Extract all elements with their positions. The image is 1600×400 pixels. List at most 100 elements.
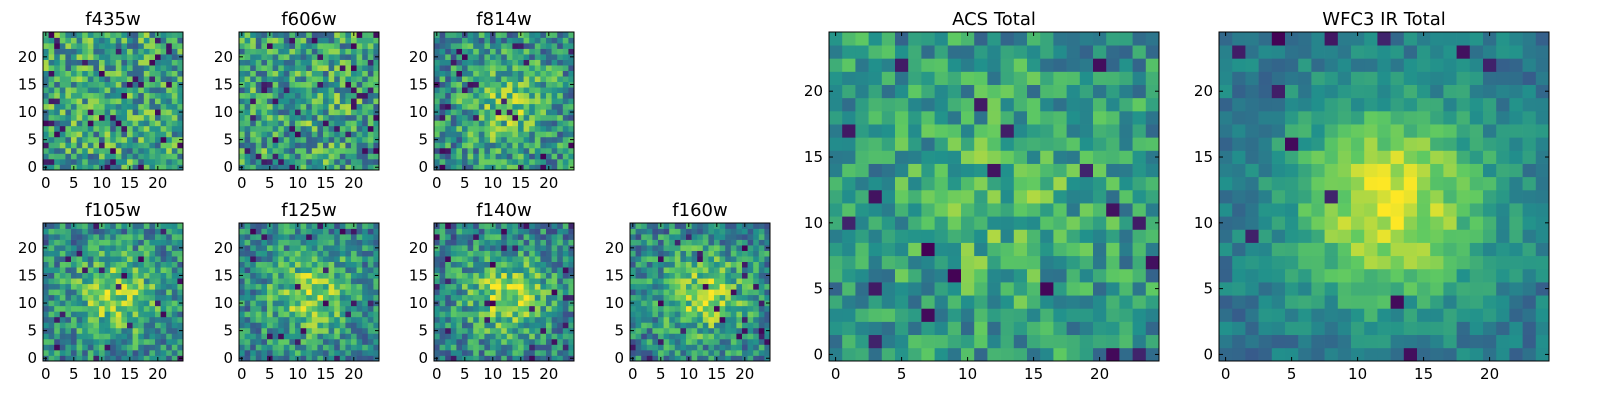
heatmap-cell [501, 109, 508, 116]
heatmap-cell [540, 87, 547, 94]
heatmap-cell [177, 294, 184, 301]
heatmap-cell [646, 355, 653, 362]
heatmap-cell [725, 338, 732, 345]
heatmap-cell [289, 228, 296, 235]
heatmap-cell [138, 120, 145, 127]
heatmap-cell [680, 223, 687, 229]
heatmap-cell [434, 333, 440, 340]
heatmap-cell [725, 294, 732, 301]
heatmap-cell [512, 59, 519, 66]
heatmap-cell [76, 283, 83, 290]
heatmap-cell [76, 349, 83, 356]
heatmap-cell [725, 278, 732, 285]
heatmap-cell [669, 344, 676, 351]
heatmap-cell [568, 316, 575, 323]
heatmap-cell [501, 355, 508, 362]
heatmap-cell [691, 283, 698, 290]
heatmap-cell [289, 239, 296, 246]
heatmap-cell [456, 43, 463, 49]
heatmap-cell [362, 70, 369, 77]
heatmap-cell [680, 300, 687, 307]
heatmap-cell [1066, 282, 1081, 296]
heatmap-cell [691, 272, 698, 279]
heatmap-cell [529, 267, 536, 274]
heatmap-cell [255, 272, 262, 279]
heatmap-cell [171, 70, 178, 77]
heatmap-cell [501, 37, 508, 44]
heatmap-cell [278, 333, 285, 340]
heatmap-cell [742, 305, 748, 312]
heatmap-cell [339, 267, 346, 274]
heatmap-cell [155, 245, 161, 251]
heatmap-cell [562, 147, 569, 154]
heatmap-cell [523, 48, 530, 55]
heatmap-cell [345, 228, 352, 235]
heatmap-cell [289, 114, 296, 121]
heatmap-cell [462, 125, 468, 132]
heatmap-cell [742, 267, 748, 274]
heatmap-cell [730, 239, 737, 246]
heatmap-cell [439, 48, 446, 55]
heatmap-cell [540, 311, 547, 318]
heatmap-cell [367, 228, 374, 235]
heatmap-cell [87, 54, 94, 60]
heatmap-cell [121, 164, 128, 171]
heatmap-cell [250, 349, 257, 356]
heatmap-cell [76, 261, 83, 268]
heatmap-cell [523, 316, 530, 323]
heatmap-cell [48, 32, 55, 38]
heatmap-cell [317, 109, 324, 116]
heatmap-cell [272, 261, 279, 268]
heatmap-cell [674, 250, 681, 257]
heatmap-cell [121, 272, 128, 279]
heatmap-cell [484, 305, 491, 312]
heatmap-cell [127, 267, 133, 274]
heatmap-cell [518, 250, 524, 257]
heatmap-cell [686, 283, 692, 290]
heatmap-cell [351, 344, 357, 351]
heatmap-cell [339, 164, 346, 171]
heatmap-cell [115, 37, 122, 44]
heatmap-cell [278, 114, 285, 121]
heatmap-cell [289, 153, 296, 160]
heatmap-cell [155, 234, 161, 240]
heatmap-cell [934, 229, 949, 243]
heatmap-cell [127, 81, 133, 88]
heatmap-cell [512, 81, 519, 88]
heatmap-cell [351, 65, 357, 71]
heatmap-cell [484, 333, 491, 340]
heatmap-cell [160, 333, 167, 340]
heatmap-cell [646, 327, 653, 334]
heatmap-cell [974, 268, 988, 283]
heatmap-cell [345, 283, 352, 290]
heatmap-cell [300, 158, 307, 165]
heatmap-cell [495, 114, 502, 121]
heatmap-cell [501, 87, 508, 94]
heatmap-cell [177, 333, 184, 340]
heatmap-cell [686, 228, 692, 235]
heatmap-cell [177, 120, 184, 127]
heatmap-cell [351, 322, 357, 329]
heatmap-cell [730, 228, 737, 235]
heatmap-cell [1066, 163, 1081, 178]
heatmap-cell [82, 65, 89, 71]
heatmap-cell [345, 239, 352, 246]
heatmap-cell [300, 344, 307, 351]
heatmap-cell [445, 54, 452, 60]
heatmap-cell [345, 294, 352, 301]
heatmap-cell [283, 43, 290, 49]
heatmap-cell [714, 250, 720, 257]
heatmap-cell [115, 261, 122, 268]
heatmap-cell [635, 245, 642, 251]
heatmap-cell [244, 120, 251, 127]
heatmap-cell [93, 54, 100, 60]
heatmap-cell [562, 311, 569, 318]
heatmap-cell [244, 322, 251, 329]
heatmap-cell [339, 289, 346, 296]
heatmap-cell [534, 158, 541, 165]
heatmap-cell [501, 228, 508, 235]
heatmap-cell [641, 267, 648, 274]
heatmap-cell [467, 283, 474, 290]
heatmap-cell [568, 289, 575, 296]
